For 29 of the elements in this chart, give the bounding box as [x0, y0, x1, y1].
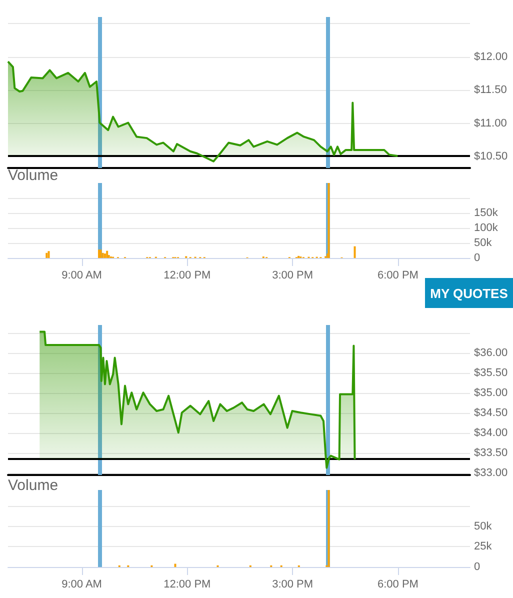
- chart-title: Volume: [8, 167, 58, 184]
- x-tick-label: 6:00 PM: [377, 270, 418, 282]
- y-tick-label: $35.00: [474, 387, 508, 399]
- y-tick-label: 100k: [474, 222, 498, 234]
- y-tick-label: $11.50: [474, 84, 507, 96]
- x-tick-label: 12:00 PM: [164, 578, 211, 590]
- y-tick-label: 50k: [474, 520, 492, 532]
- y-tick-label: $33.00: [474, 467, 508, 479]
- x-tick-label: 3:00 PM: [272, 270, 314, 282]
- x-tick-label: 12:00 PM: [164, 270, 211, 282]
- y-tick-label: 0: [474, 252, 480, 264]
- y-tick-label: $34.00: [474, 427, 508, 439]
- x-tick-label: 9:00 AM: [62, 578, 102, 590]
- x-tick-label: 9:00 AM: [62, 270, 102, 282]
- y-tick-label: $11.00: [474, 117, 507, 130]
- y-tick-label: $36.00: [474, 347, 508, 359]
- y-tick-label: 25k: [474, 540, 492, 553]
- x-tick-label: 3:00 PM: [272, 578, 314, 590]
- y-tick-label: 0: [474, 561, 480, 573]
- y-tick-label: 50k: [474, 237, 492, 249]
- y-tick-label: $12.00: [474, 50, 508, 63]
- x-tick-label: 6:00 PM: [377, 578, 418, 590]
- quotes-button: MY QUOTES: [425, 278, 513, 308]
- y-tick-label: $35.50: [474, 367, 508, 379]
- y-tick-label: $33.50: [474, 447, 508, 459]
- y-tick-label: 150k: [474, 207, 498, 219]
- y-tick-label: $10.50: [474, 150, 508, 163]
- chart-title: Volume: [8, 477, 58, 494]
- y-tick-label: $34.50: [474, 407, 508, 419]
